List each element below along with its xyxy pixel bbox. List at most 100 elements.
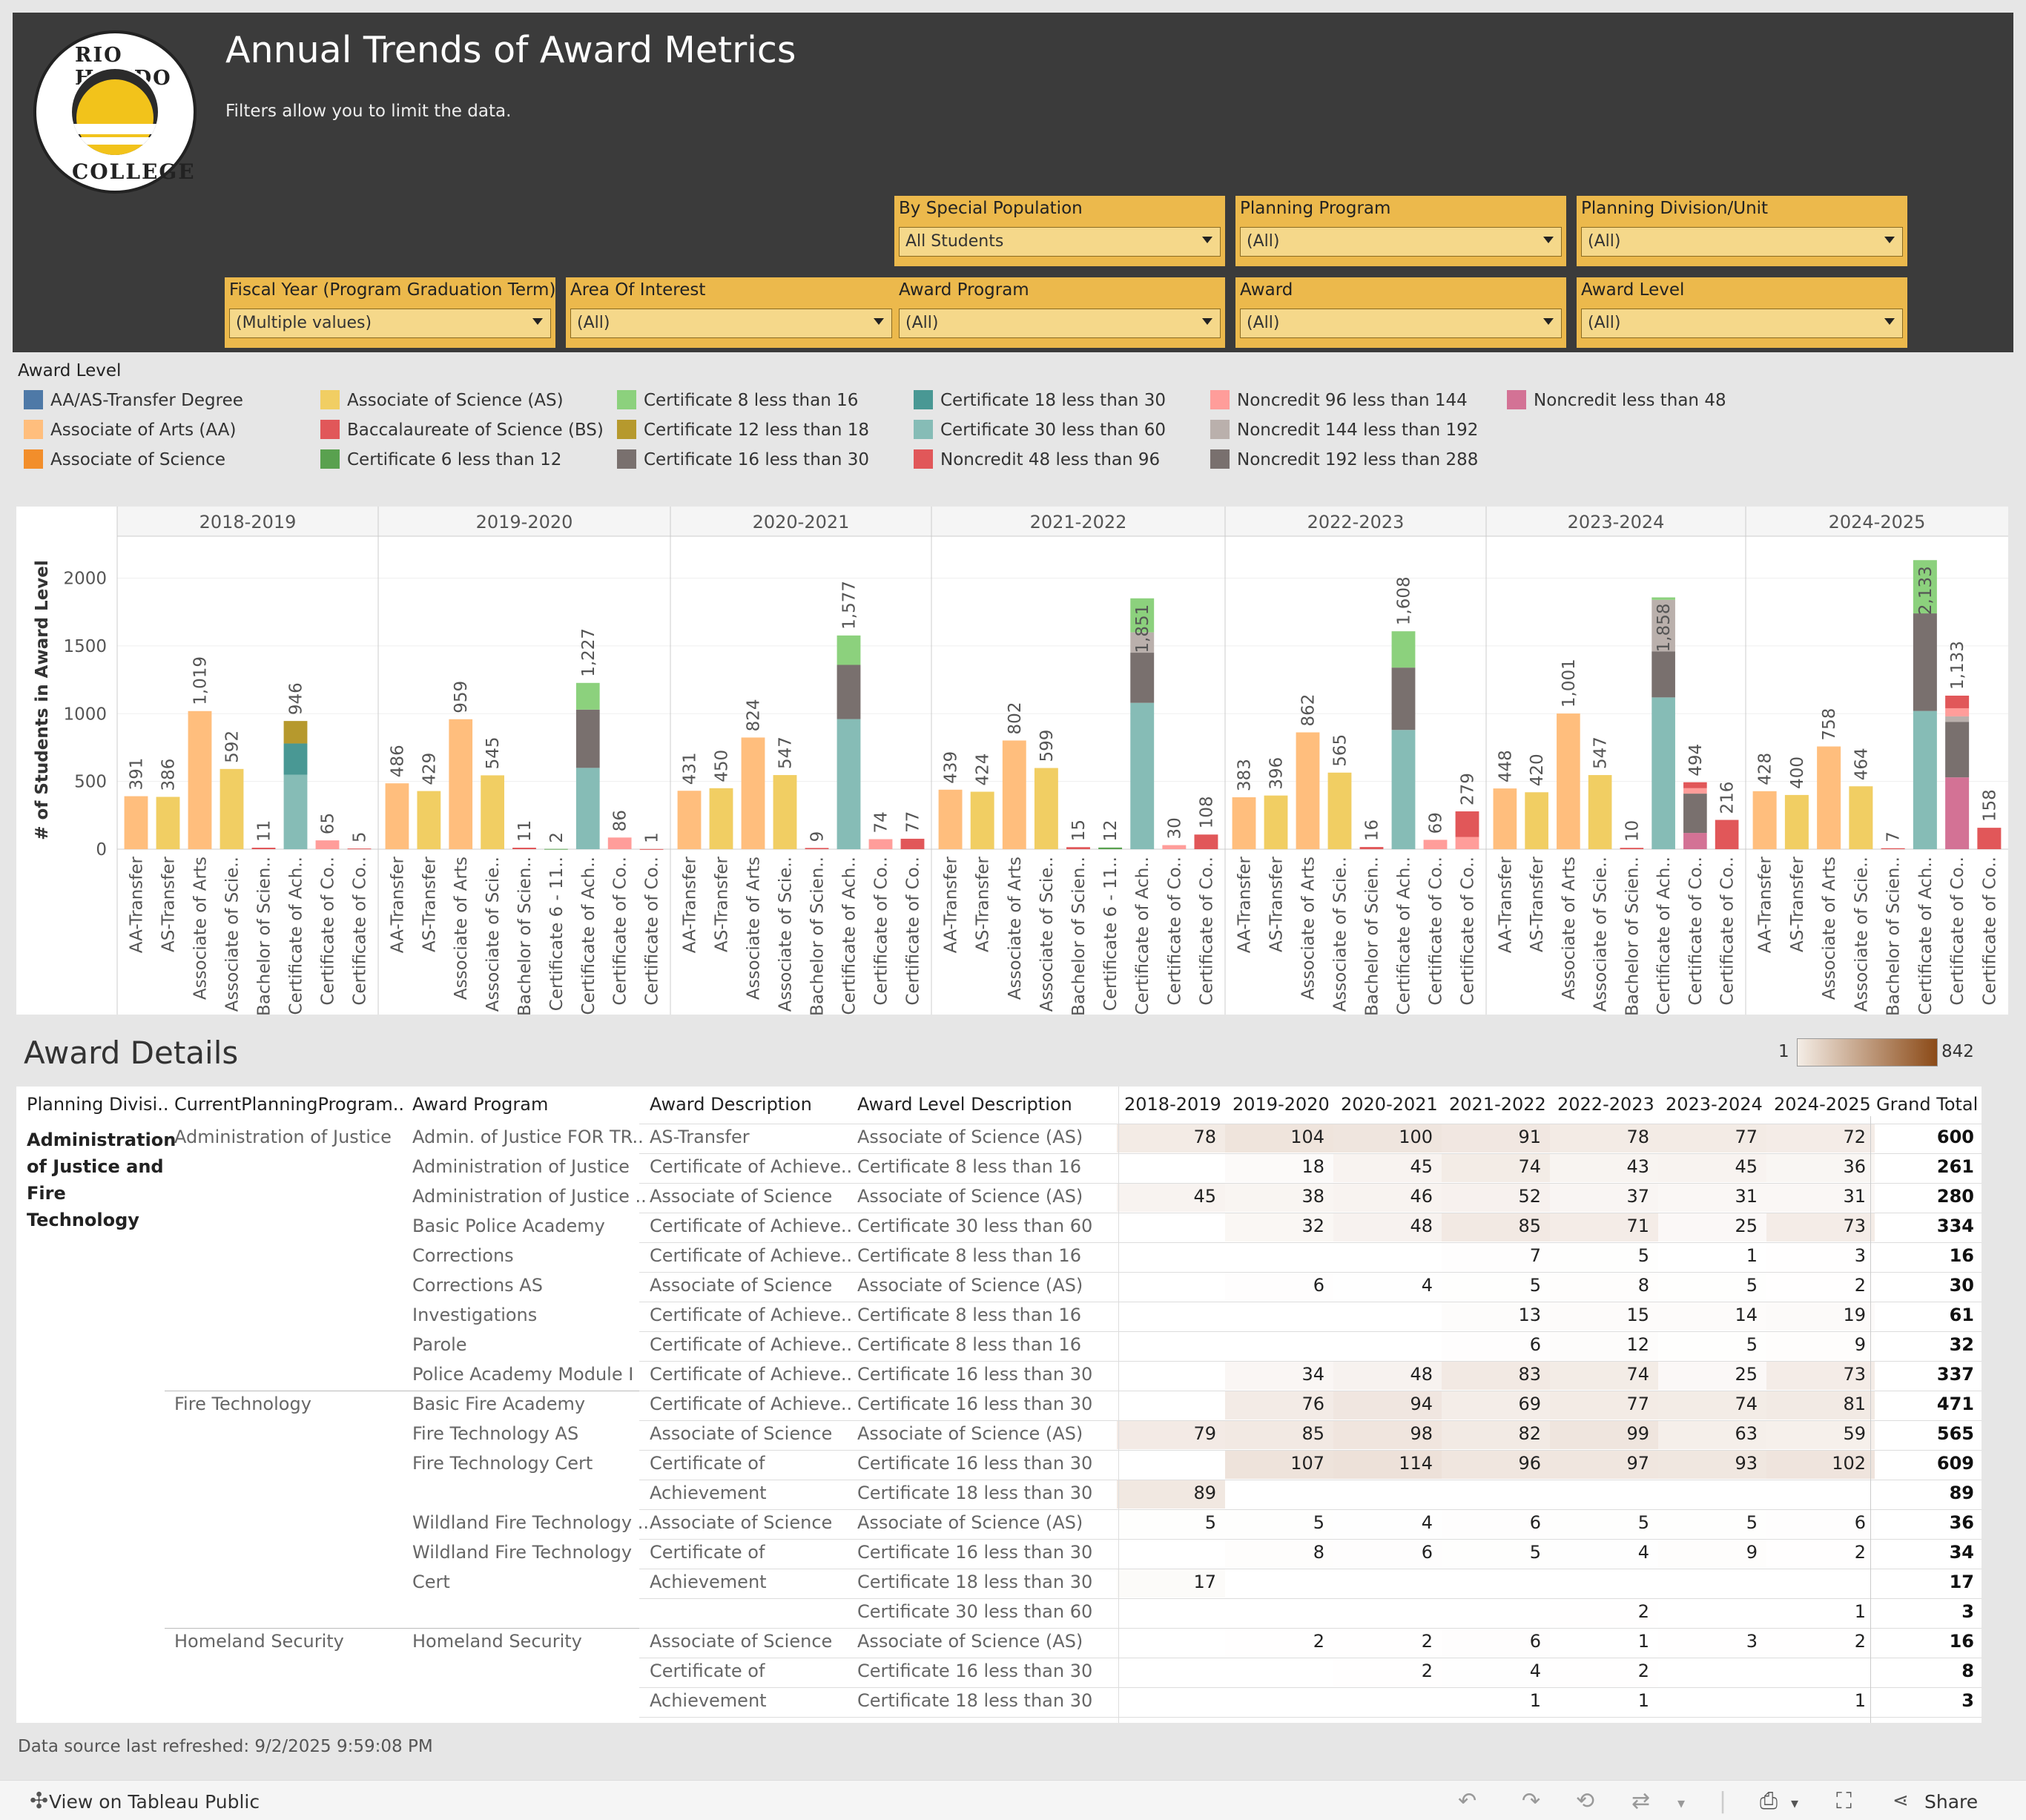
filter-planning-division[interactable]: Planning Division/Unit (All) — [1577, 196, 1907, 266]
chevron-down-icon[interactable]: ▾ — [1677, 1794, 1686, 1812]
filter-award-level[interactable]: Award Level (All) — [1577, 277, 1907, 348]
redo-icon[interactable]: ↷ — [1522, 1788, 1541, 1814]
x-category-label: AS-Transfer — [974, 856, 993, 952]
bar-segment — [315, 840, 340, 849]
view-on-tableau-public-link[interactable]: View on Tableau Public — [49, 1791, 260, 1813]
award-level-cell: Certificate 30 less than 60 — [857, 1601, 1093, 1622]
undo-icon[interactable]: ↶ — [1458, 1788, 1477, 1814]
filter-dropdown[interactable]: (Multiple values) — [229, 309, 551, 338]
legend-item[interactable]: Noncredit less than 48 — [1507, 390, 1726, 410]
legend-swatch — [24, 420, 43, 439]
filter-dropdown[interactable]: (All) — [899, 309, 1221, 338]
filter-label: Planning Program — [1240, 199, 1391, 218]
year-header-label: 2024-2025 — [1829, 512, 1926, 533]
filter-dropdown[interactable]: (All) — [1240, 227, 1562, 257]
x-category-label: Associate of Arts — [191, 857, 211, 1000]
column-header[interactable]: 2018-2019 — [1124, 1094, 1221, 1115]
bar-value-label: 592 — [223, 731, 242, 763]
bar-value-label: 824 — [745, 699, 764, 732]
chevron-down-icon — [874, 318, 884, 325]
award-details-table[interactable]: Planning Divisi.. CurrentPlanningProgram.… — [16, 1087, 1982, 1723]
row-divider — [639, 1242, 1982, 1243]
column-header[interactable]: Grand Total — [1876, 1094, 1979, 1115]
column-header[interactable]: 2023-2024 — [1666, 1094, 1763, 1115]
filter-dropdown[interactable]: All Students — [899, 227, 1221, 257]
revert-icon[interactable]: ⟲ — [1576, 1788, 1595, 1814]
grand-total-cell: 36 — [1949, 1512, 1974, 1533]
bar-segment — [347, 848, 372, 850]
filter-award-program[interactable]: Award Program (All) — [894, 277, 1225, 348]
legend-item[interactable]: Certificate 18 less than 30 — [914, 390, 1166, 410]
bar-segment — [1715, 820, 1739, 849]
row-divider — [639, 1361, 1982, 1362]
column-header[interactable]: 2021-2022 — [1449, 1094, 1546, 1115]
column-header[interactable]: Award Description — [650, 1094, 812, 1115]
legend-item[interactable]: Associate of Arts (AA) — [24, 420, 236, 440]
filter-value: All Students — [905, 232, 1004, 251]
legend-item[interactable]: Certificate 16 less than 30 — [617, 449, 869, 469]
heat-cell — [1225, 1213, 1333, 1242]
legend-item[interactable]: Certificate 30 less than 60 — [914, 420, 1166, 440]
share-button[interactable]: Share — [1924, 1791, 1979, 1813]
legend-item[interactable]: AA/AS-Transfer Degree — [24, 390, 243, 410]
year-value-cell: 78 — [1626, 1127, 1649, 1147]
filter-dropdown[interactable]: (All) — [1581, 227, 1903, 257]
legend-item[interactable]: Noncredit 48 less than 96 — [914, 449, 1160, 469]
column-header[interactable]: Award Level Description — [857, 1094, 1072, 1115]
grand-total-cell: 30 — [1949, 1275, 1974, 1296]
filter-dropdown[interactable]: (All) — [1581, 309, 1903, 338]
legend-label: Baccalaureate of Science (BS) — [347, 421, 604, 440]
download-icon[interactable]: ⎙ — [1760, 1788, 1778, 1814]
year-value-cell: 43 — [1626, 1156, 1649, 1177]
bar-segment — [449, 719, 473, 849]
award-program-cell: Basic Police Academy — [412, 1216, 605, 1236]
chevron-down-icon — [1543, 237, 1554, 243]
heat-cell — [1442, 1362, 1550, 1390]
filter-value: (All) — [1588, 232, 1621, 251]
heat-cell — [1550, 1124, 1658, 1153]
bar-segment — [805, 848, 829, 849]
legend-item[interactable]: Noncredit 144 less than 192 — [1210, 420, 1478, 440]
filter-award[interactable]: Award (All) — [1235, 277, 1566, 348]
bar-value-label: 1,608 — [1395, 576, 1414, 625]
year-value-cell: 1 — [1637, 1631, 1649, 1652]
column-header[interactable]: 2019-2020 — [1233, 1094, 1330, 1115]
filter-dropdown[interactable]: (All) — [1240, 309, 1562, 338]
legend-item[interactable]: Noncredit 192 less than 288 — [1210, 449, 1478, 469]
bar-segment — [1557, 713, 1580, 849]
award-description-cell: Certificate of — [650, 1453, 765, 1474]
refresh-icon[interactable]: ⇄ — [1631, 1788, 1651, 1814]
legend-item[interactable]: Baccalaureate of Science (BS) — [320, 420, 604, 440]
legend-item[interactable]: Noncredit 96 less than 144 — [1210, 390, 1468, 410]
year-value-cell: 9 — [1854, 1334, 1866, 1355]
filter-special-population[interactable]: By Special Population All Students — [894, 196, 1225, 266]
heat-cell — [1225, 1154, 1333, 1182]
filter-planning-program[interactable]: Planning Program (All) — [1235, 196, 1566, 266]
column-header[interactable]: 2020-2021 — [1341, 1094, 1438, 1115]
column-header[interactable]: Award Program — [412, 1094, 549, 1115]
planning-program-label: Homeland Security — [174, 1631, 344, 1652]
column-header[interactable]: 2022-2023 — [1557, 1094, 1654, 1115]
grand-total-cell: 600 — [1936, 1127, 1974, 1147]
bar-value-label: 5 — [351, 831, 370, 843]
legend-item[interactable]: Certificate 6 less than 12 — [320, 449, 561, 469]
column-header[interactable]: 2024-2025 — [1774, 1094, 1871, 1115]
award-description-cell: Associate of Science — [650, 1512, 833, 1533]
year-value-cell: 81 — [1843, 1394, 1866, 1414]
column-header[interactable]: CurrentPlanningProgram.. — [174, 1094, 405, 1115]
fullscreen-icon[interactable]: ⛶ — [1836, 1788, 1852, 1814]
award-description-cell: Certificate of Achieve.. — [650, 1245, 853, 1266]
share-icon[interactable]: ⋖ — [1893, 1790, 1909, 1812]
filter-dropdown[interactable]: (All) — [570, 309, 892, 338]
legend-label: AA/AS-Transfer Degree — [50, 391, 243, 410]
bar-value-label: 428 — [1756, 753, 1775, 785]
legend-item[interactable]: Associate of Science (AS) — [320, 390, 564, 410]
filter-area-of-interest[interactable]: Area Of Interest (All) — [566, 277, 897, 348]
legend-item[interactable]: Associate of Science — [24, 449, 225, 469]
chevron-down-icon[interactable]: ▾ — [1791, 1794, 1799, 1812]
legend-item[interactable]: Certificate 8 less than 16 — [617, 390, 858, 410]
filter-fiscal-year[interactable]: Fiscal Year (Program Graduation Term) (M… — [225, 277, 555, 348]
logo-bottom-text: COLLEGE — [72, 159, 196, 184]
column-header[interactable]: Planning Divisi.. — [27, 1094, 169, 1115]
legend-item[interactable]: Certificate 12 less than 18 — [617, 420, 869, 440]
